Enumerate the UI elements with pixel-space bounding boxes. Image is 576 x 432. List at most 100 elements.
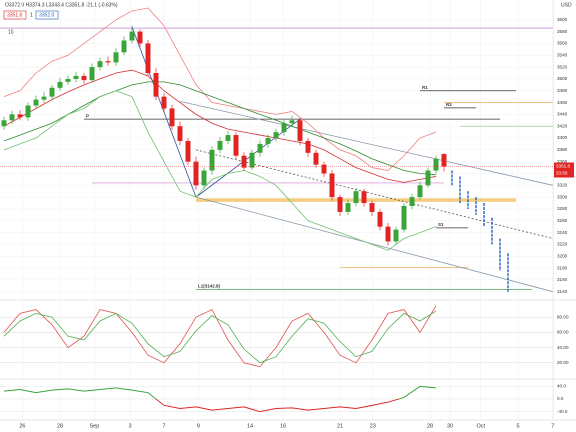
candle-body — [321, 164, 327, 174]
candle-body — [129, 31, 135, 41]
candle-body — [273, 132, 279, 139]
candle-body — [105, 61, 111, 63]
candle-body — [169, 108, 175, 127]
candle-body — [281, 123, 287, 133]
y-tick-label: 3600 — [557, 17, 568, 22]
y-tick-label: 40.0 — [557, 384, 566, 389]
candle-body — [417, 185, 423, 198]
last-price-tag — [554, 162, 574, 178]
y-tick-label: 20.00 — [557, 360, 569, 365]
countdown: 33:55 — [556, 171, 568, 176]
candle-body — [161, 96, 167, 109]
y-tick-label: 3580 — [557, 29, 568, 34]
candle-body — [241, 155, 247, 168]
level-label: R2 — [446, 102, 452, 107]
candle-body — [145, 43, 151, 74]
y-tick-label: 3260 — [557, 218, 568, 223]
candle-body — [193, 161, 199, 186]
y-tick-label: 3280 — [557, 206, 568, 211]
candle-body — [401, 205, 407, 230]
candle-body — [201, 170, 207, 186]
y-tick-label: 3540 — [557, 53, 568, 58]
spread: 1 — [30, 13, 33, 19]
x-tick-label: 5 — [516, 423, 519, 429]
x-tick-label: 26 — [19, 423, 25, 429]
candle-body — [73, 75, 79, 79]
candle-body — [113, 52, 119, 63]
x-tick-label: 3 — [128, 423, 131, 429]
candle-body — [409, 197, 415, 206]
candle-body — [433, 158, 439, 171]
candle-body — [153, 73, 159, 97]
candle-body — [33, 99, 39, 106]
candle-body — [25, 105, 31, 118]
trendline — [195, 149, 553, 239]
y-tick-label: 3420 — [557, 123, 568, 128]
sell-button[interactable] — [3, 10, 27, 20]
candle-body — [337, 197, 343, 212]
x-tick-label: Oct — [477, 423, 486, 429]
candle-body — [361, 191, 367, 204]
y-tick-label: 3520 — [557, 64, 568, 69]
level-label: R1 — [422, 85, 428, 90]
indicator-line — [3, 90, 437, 251]
buy-button[interactable] — [35, 10, 59, 20]
candle-body — [305, 140, 311, 153]
y-tick-label: 3300 — [557, 194, 568, 199]
candle-body — [249, 152, 255, 168]
y-tick-label: 60.00 — [557, 330, 569, 335]
candle-body — [185, 140, 191, 162]
x-tick-label: 21 — [337, 423, 343, 429]
candle-body — [1, 120, 7, 127]
y-tick-label: 3240 — [557, 230, 568, 235]
interval[interactable]: 16 — [8, 29, 14, 35]
x-tick-label: 9 — [197, 423, 200, 429]
y-tick-label: 3380 — [557, 147, 568, 152]
y-tick-label: 3440 — [557, 112, 568, 117]
candle-body — [81, 75, 87, 81]
candle-body — [41, 96, 47, 100]
x-tick-label: 16 — [280, 423, 286, 429]
candle-body — [377, 211, 383, 227]
trendline — [179, 100, 553, 186]
y-tick-label: 3480 — [557, 88, 568, 93]
candle-body — [137, 31, 143, 44]
candle-body — [65, 78, 71, 82]
indicator-line — [3, 7, 437, 171]
indicator-line — [3, 81, 437, 176]
candle-body — [297, 120, 303, 141]
x-tick-label: 7 — [551, 423, 554, 429]
candle-body — [49, 87, 55, 97]
y-tick-label: 3560 — [557, 41, 568, 46]
ask: 3352.0 — [39, 13, 55, 19]
candle-body — [369, 203, 375, 212]
level-label: S1 — [438, 222, 444, 227]
ohlc-readout: O3372.9 H3374.3 L3343.4 C3351.8 -21.1 (-… — [5, 2, 118, 8]
candle-body — [257, 143, 263, 153]
oscillator-line — [3, 305, 437, 368]
x-tick-label: 7 — [162, 423, 165, 429]
candle-body — [9, 114, 15, 121]
x-tick-label: Sep — [90, 423, 100, 429]
candle-body — [393, 229, 399, 242]
candle-body — [97, 61, 103, 68]
candle-body — [425, 170, 431, 186]
candle-body — [345, 203, 351, 212]
candle-body — [385, 226, 391, 242]
y-tick-label: 40.00 — [557, 345, 569, 350]
candle-body — [57, 81, 63, 88]
last-price: 3351.8 — [556, 164, 570, 169]
y-tick-label: 3360 — [557, 159, 568, 164]
y-tick-label: 80.00 — [557, 314, 569, 319]
candle-body — [121, 40, 127, 53]
y-tick-label: -40.0 — [557, 409, 568, 414]
candle-body — [89, 67, 95, 81]
y-tick-label: 3140 — [557, 289, 568, 294]
x-tick-label: 14 — [247, 423, 253, 429]
y-tick-label: 3400 — [557, 135, 568, 140]
y-tick-label: 3180 — [557, 265, 568, 270]
candle-body — [233, 135, 239, 156]
candle-body — [177, 126, 183, 141]
candle-body — [209, 149, 215, 171]
